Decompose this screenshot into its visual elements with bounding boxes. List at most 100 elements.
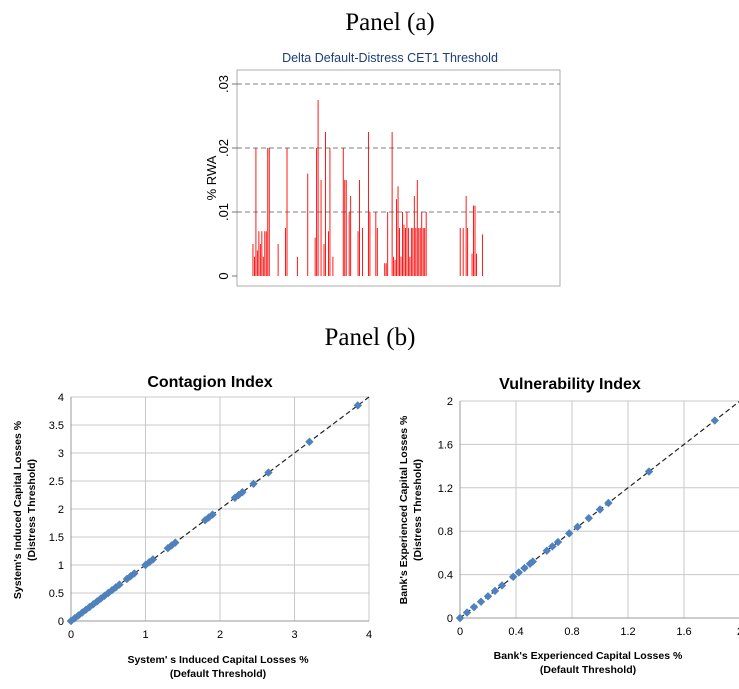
contagion-x-tick-label: 3 xyxy=(291,629,297,641)
vulnerability-point xyxy=(584,513,593,523)
contagion-point xyxy=(163,544,173,553)
contagion-x-tick-label: 2 xyxy=(217,629,223,641)
contagion-points xyxy=(66,401,363,626)
bar-chart-plot-frame xyxy=(236,69,561,287)
vulnerability-point xyxy=(490,586,500,596)
contagion-y-axis-label: System's Induced Capital Losses % xyxy=(12,420,24,599)
contagion-identity-line xyxy=(70,396,370,622)
vulnerability-x-tick-label: 0.8 xyxy=(564,626,579,638)
vulnerability-gridlines xyxy=(459,400,739,619)
contagion-point xyxy=(234,490,243,500)
scatter-vulnerability-index: Vulnerability Index 0 0.4 0.8 1.2 1.6 2 0 0.4 0… xyxy=(398,376,739,676)
contagion-point xyxy=(238,488,247,497)
contagion-title: Contagion Index xyxy=(147,374,272,391)
bar-chart-y-tick-label: 0 xyxy=(216,272,231,279)
vulnerability-title: Vulnerability Index xyxy=(499,376,641,393)
bar-chart-y-ticks: 0 .01 .02 .03 xyxy=(216,75,237,280)
vulnerability-point xyxy=(476,597,486,606)
vulnerability-y-axis-label: Bank's Experienced Capital Losses % xyxy=(398,415,410,604)
contagion-point xyxy=(171,538,180,547)
bar-chart-y-axis-label: % RWA xyxy=(204,155,219,200)
vulnerability-point xyxy=(644,467,654,476)
contagion-point xyxy=(100,591,109,600)
vulnerability-point xyxy=(565,529,574,538)
contagion-point xyxy=(167,541,176,550)
contagion-y-tick-label: 2 xyxy=(58,504,64,516)
vulnerability-x-axis-sublabel: (Default Threshold) xyxy=(540,664,636,676)
bar-chart-delta-threshold: Delta Default-Distress CET1 Threshold 0.… xyxy=(204,51,561,287)
contagion-gridlines xyxy=(70,396,370,622)
contagion-x-tick-label: 4 xyxy=(366,629,372,641)
contagion-y-tick-label: 3.5 xyxy=(49,420,64,432)
contagion-x-tick-label: 0 xyxy=(68,629,74,641)
vulnerability-x-tick-label: 1.2 xyxy=(620,626,635,638)
bar-chart-y-tick-label: .01 xyxy=(216,203,231,221)
contagion-point xyxy=(111,583,120,592)
contagion-point xyxy=(200,516,210,525)
vulnerability-x-ticks: 0 0.4 0.8 1.2 1.6 2 xyxy=(457,626,739,638)
vulnerability-y-axis-sublabel: (Distress Threshold) xyxy=(412,459,424,561)
contagion-x-axis-sublabel: (Default Threshold) xyxy=(170,668,266,680)
contagion-y-tick-label: 1 xyxy=(58,560,64,572)
contagion-y-tick-label: 1.5 xyxy=(49,532,64,544)
contagion-y-ticks: 0 0.5 1 1.5 2 2.5 3 3.5 4 xyxy=(49,392,64,628)
vulnerability-x-tick-label: 1.6 xyxy=(676,626,691,638)
contagion-x-axis-label: System' s Induced Capital Losses % xyxy=(127,654,309,666)
vulnerability-point xyxy=(710,416,719,425)
panel-a-label: Panel (a) xyxy=(345,9,435,36)
vulnerability-point xyxy=(528,557,537,566)
contagion-point xyxy=(92,597,102,606)
contagion-point xyxy=(208,510,217,519)
contagion-point xyxy=(115,580,124,589)
contagion-reference-line xyxy=(70,396,370,622)
bar-chart-y-tick-label: .03 xyxy=(216,75,231,93)
bar-chart-y-tick-label: .02 xyxy=(216,139,231,157)
vulnerability-point xyxy=(462,608,472,617)
contagion-point xyxy=(264,468,273,477)
vulnerability-point xyxy=(520,563,529,573)
contagion-point xyxy=(204,513,214,522)
vulnerability-x-tick-label: 0.4 xyxy=(508,626,523,638)
vulnerability-point xyxy=(604,498,613,508)
vulnerability-x-axis-label: Bank's Experienced Capital Losses % xyxy=(494,650,683,662)
vulnerability-y-tick-label: 1.2 xyxy=(438,483,453,495)
vulnerability-point xyxy=(548,542,557,551)
vulnerability-y-tick-label: 1.6 xyxy=(438,439,453,451)
contagion-x-tick-label: 1 xyxy=(142,629,148,641)
contagion-y-tick-label: 2.5 xyxy=(49,476,64,488)
contagion-point xyxy=(89,600,98,609)
contagion-point xyxy=(70,614,79,623)
contagion-y-tick-label: 0.5 xyxy=(49,588,64,600)
vulnerability-point xyxy=(509,572,518,581)
vulnerability-y-tick-label: 2 xyxy=(447,396,453,408)
contagion-point xyxy=(81,605,91,614)
contagion-point xyxy=(353,401,363,410)
contagion-y-tick-label: 3 xyxy=(58,448,64,460)
vulnerability-point xyxy=(497,581,507,590)
vulnerability-point xyxy=(595,505,605,514)
vulnerability-x-tick-label: 2 xyxy=(737,626,739,638)
vulnerability-y-tick-label: 0.8 xyxy=(438,526,453,538)
vulnerability-y-tick-label: 0 xyxy=(447,613,453,625)
contagion-point xyxy=(249,479,258,488)
contagion-point xyxy=(148,555,158,564)
bar-chart-bars xyxy=(252,100,483,276)
contagion-point xyxy=(305,437,314,446)
contagion-point xyxy=(74,611,83,620)
contagion-y-tick-label: 0 xyxy=(58,616,64,628)
vulnerability-point xyxy=(469,602,479,612)
vulnerability-x-tick-label: 0 xyxy=(457,626,463,638)
vulnerability-points xyxy=(455,416,719,623)
contagion-point xyxy=(145,558,154,567)
contagion-point xyxy=(130,569,139,578)
contagion-point xyxy=(107,586,117,595)
contagion-y-tick-label: 4 xyxy=(58,392,64,404)
vulnerability-point xyxy=(514,568,523,577)
contagion-point xyxy=(126,572,135,581)
bar-chart-title: Delta Default-Distress CET1 Threshold xyxy=(282,51,498,65)
bar-chart-gridlines xyxy=(237,83,560,213)
contagion-x-ticks: 0 1 2 3 4 xyxy=(68,629,372,641)
